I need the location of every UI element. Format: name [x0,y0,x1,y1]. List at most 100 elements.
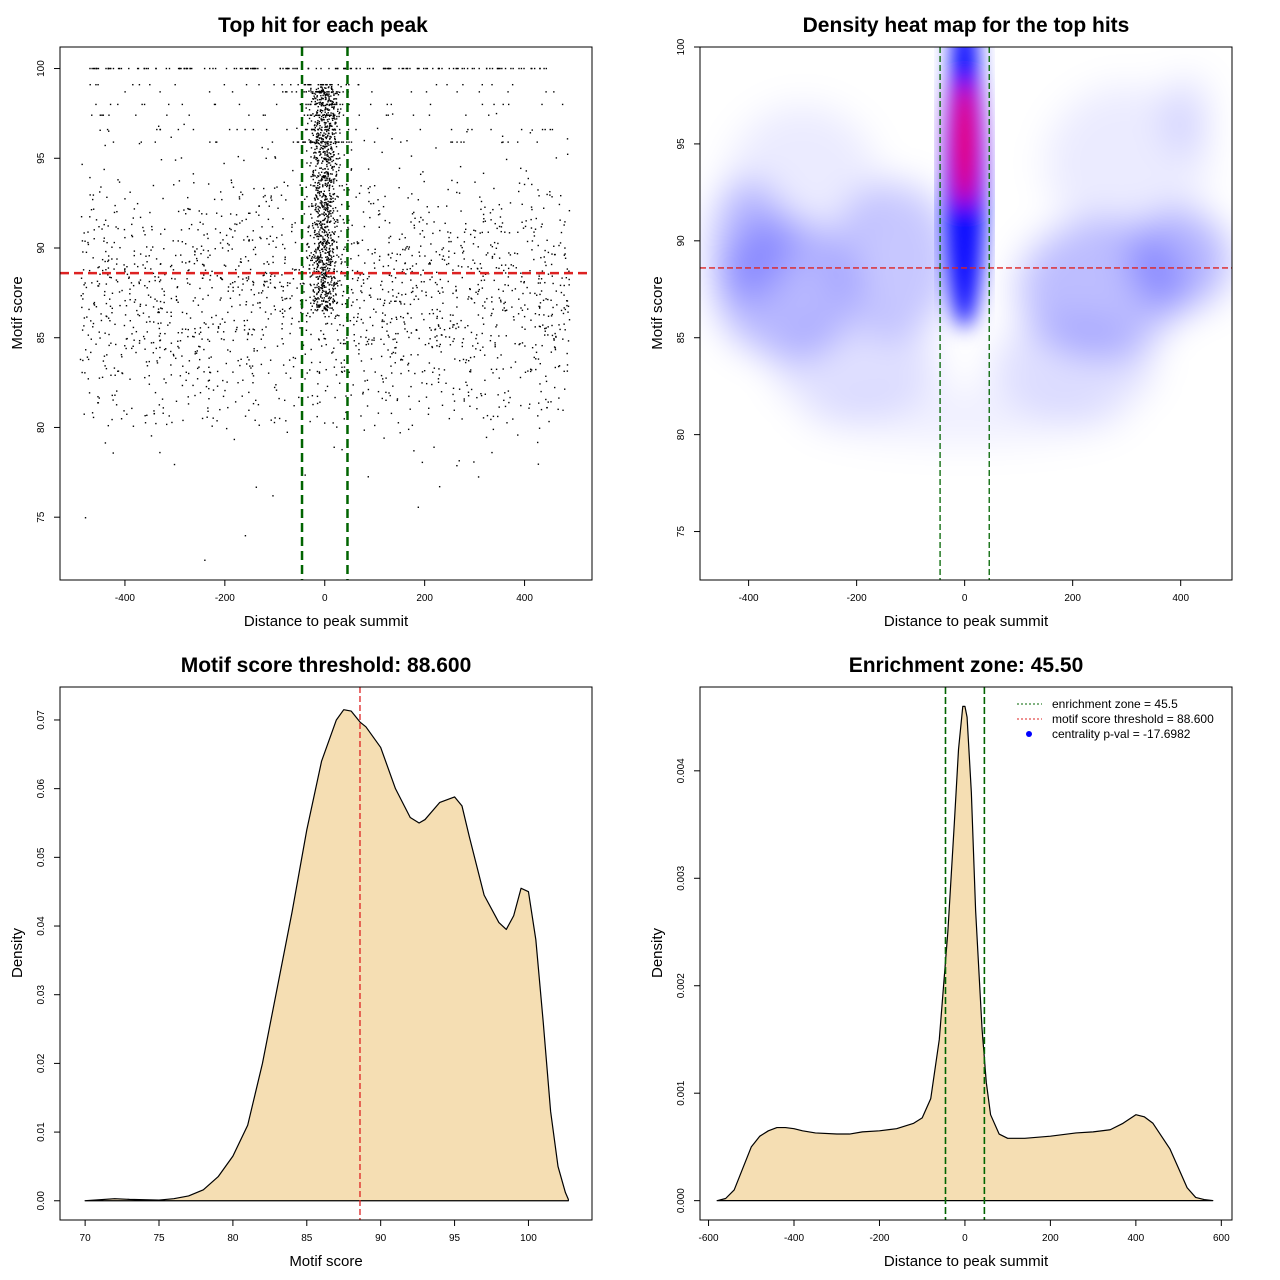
scatter-point [324,129,326,131]
scatter-point [463,241,466,243]
scatter-point [397,292,400,295]
scatter-point [306,128,308,131]
scatter-point [328,103,331,106]
scatter-point [337,285,339,287]
scatter-point [297,83,299,86]
scatter-point [509,396,511,399]
scatter-point [97,83,99,86]
scatter-point [363,370,365,372]
scatter-point [177,345,179,348]
scatter-point [115,343,117,346]
scatter-point [282,218,284,220]
scatter-point [123,324,126,327]
y-tick-label: 0.001 [676,1080,687,1105]
scatter-point [420,274,422,276]
scatter-point [375,311,377,313]
scatter-point [207,407,209,409]
scatter-point [381,320,383,323]
scatter-point [329,184,331,186]
scatter-point [394,352,397,354]
scatter-point [514,361,517,363]
scatter-point [377,390,380,393]
scatter-point [339,323,341,326]
scatter-point [457,67,459,70]
scatter-point [329,192,331,195]
scatter-point [478,288,480,291]
scatter-point [320,137,323,139]
scatter-point [298,269,300,271]
scatter-point [299,299,302,302]
scatter-point [185,67,188,70]
scatter-point [310,348,312,351]
scatter-point [332,351,334,353]
scatter-point [527,177,530,180]
scatter-point [330,220,332,222]
scatter-point [371,339,373,341]
scatter-point [82,293,84,295]
y-tick-label: 100 [36,60,47,77]
scatter-point [425,294,427,297]
scatter-point [325,122,327,124]
scatter-point [463,258,465,260]
scatter-point [316,123,319,126]
scatter-point [255,211,257,213]
scatter-point [553,91,555,93]
scatter-point [314,142,316,145]
scatter-point [324,175,327,178]
scatter-point [333,347,335,349]
scatter-point [452,269,454,271]
scatter-point [540,390,542,393]
scatter-point [123,410,125,412]
scatter-point [96,67,98,70]
scatter-point [476,334,478,336]
scatter-point [328,252,330,255]
scatter-point [305,150,308,152]
scatter-point [512,67,514,70]
scatter-point [386,330,388,332]
scatter-point [369,216,371,219]
heatmap-title: Density heat map for the top hits [803,14,1130,37]
scatter-point [560,194,562,197]
scatter-point [318,127,321,129]
scatter-point [376,127,379,130]
scatter-point [436,315,438,318]
scatter-point [315,248,317,251]
scatter-point [331,167,333,169]
scatter-point [315,139,317,141]
scatter-point [179,375,182,377]
scatter-point [311,394,314,397]
scatter-point [321,103,323,106]
scatter-point [132,217,134,219]
scatter-point [329,141,331,143]
scatter-point [322,223,324,225]
scatter-point [453,409,455,411]
scatter-point [395,296,398,298]
scatter-point [402,268,404,271]
scatter-point [323,240,325,243]
scatter-point [352,301,354,303]
scatter-point [305,103,307,106]
scatter-point [230,228,232,231]
scatter-point [271,141,274,143]
scatter-point [359,274,361,276]
scatter-point [329,194,331,197]
scatter-point [323,157,325,160]
scatter-point [551,334,554,337]
scatter-point [431,346,434,349]
scatter-point [328,315,330,318]
scatter-point [116,258,118,260]
scatter-point [340,370,343,373]
scatter-point [329,283,331,286]
scatter-point [317,238,319,240]
scatter-point [391,281,394,283]
y-tick-label: 90 [676,235,687,247]
scatter-point [425,291,427,293]
scatter-point [472,345,474,347]
scatter-point [322,193,325,196]
scatter-point [437,67,440,70]
scatter-point [367,343,370,345]
scatter-point [545,375,547,377]
scatter-point [449,314,452,316]
scatter-point [330,296,332,299]
scatter-point [389,321,392,324]
